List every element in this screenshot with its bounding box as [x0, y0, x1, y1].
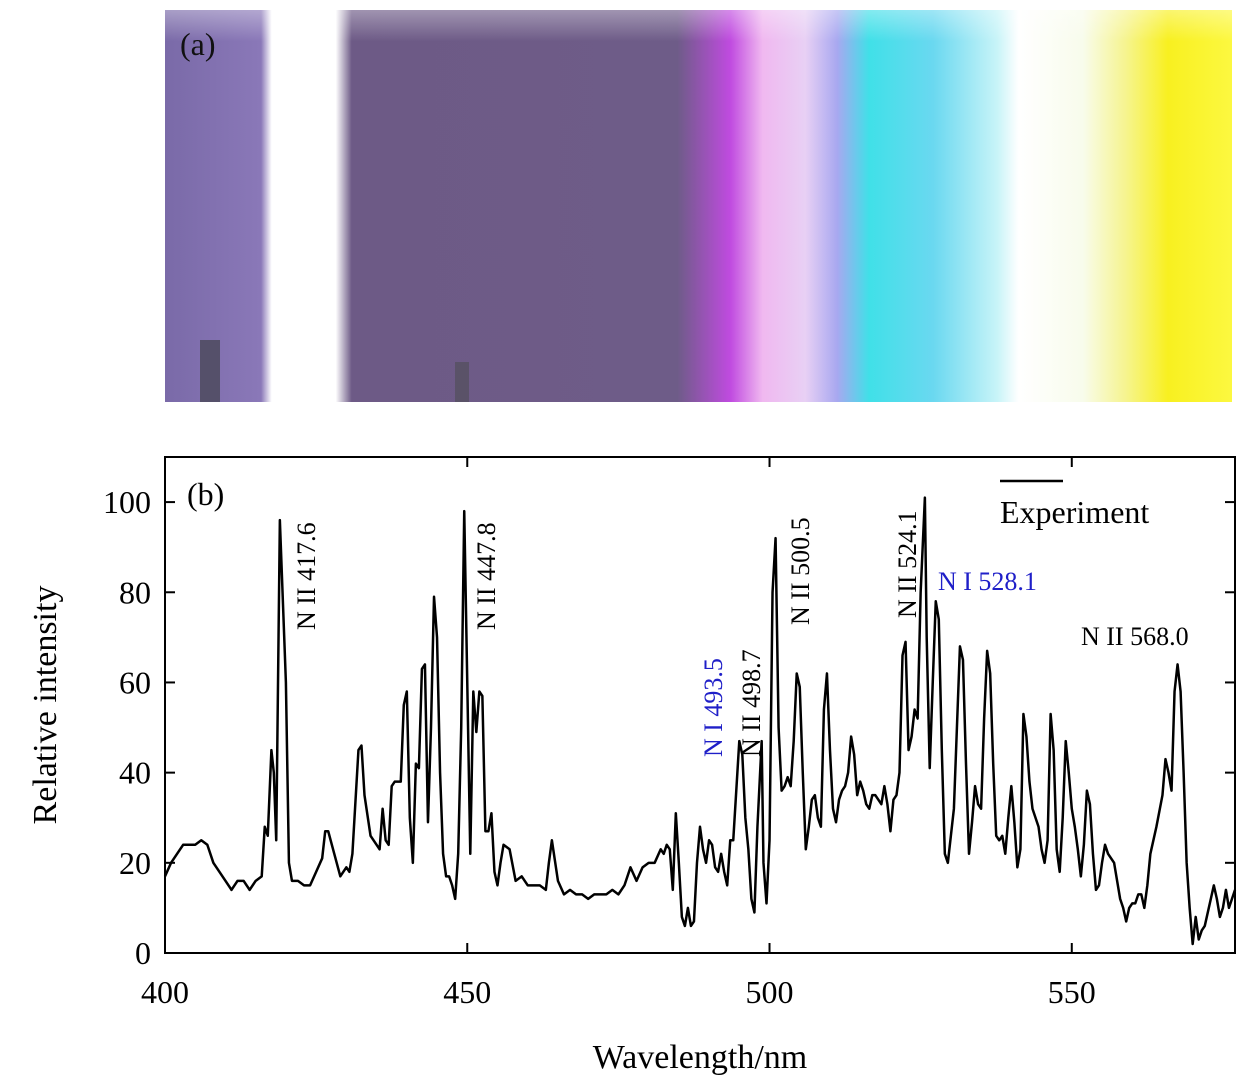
photo-post	[455, 362, 469, 402]
annotation: N II 498.7	[737, 649, 766, 757]
annotation: N II 500.5	[786, 517, 815, 625]
x-axis-label: Wavelength/nm	[593, 1039, 807, 1076]
annotation: N I 528.1	[938, 567, 1037, 596]
data-line	[163, 496, 1237, 946]
annotation: N I 493.5	[699, 658, 728, 757]
x-tick-label: 500	[746, 974, 794, 1010]
y-tick-label: 60	[119, 664, 151, 700]
x-tick-label: 450	[443, 974, 491, 1010]
y-axis-label: Relative intensity	[27, 586, 64, 825]
annotation: N II 417.6	[292, 522, 321, 630]
y-tick-label: 0	[135, 935, 151, 971]
photo-tower	[200, 340, 220, 402]
panel-label: (a)	[180, 26, 216, 62]
y-tick-label: 80	[119, 574, 151, 610]
legend-label: Experiment	[1000, 494, 1149, 530]
y-tick-label: 40	[119, 755, 151, 791]
photo-haze	[165, 10, 1232, 402]
annotation: N II 524.1	[893, 510, 922, 618]
annotation: N II 447.8	[472, 522, 501, 630]
annotation: N II 568.0	[1081, 622, 1189, 651]
x-tick-label: 400	[141, 974, 189, 1010]
x-tick-label: 550	[1048, 974, 1096, 1010]
y-tick-label: 100	[103, 484, 151, 520]
plot-frame	[164, 456, 1236, 954]
y-tick-label: 20	[119, 845, 151, 881]
panel-label: (b)	[187, 476, 224, 512]
